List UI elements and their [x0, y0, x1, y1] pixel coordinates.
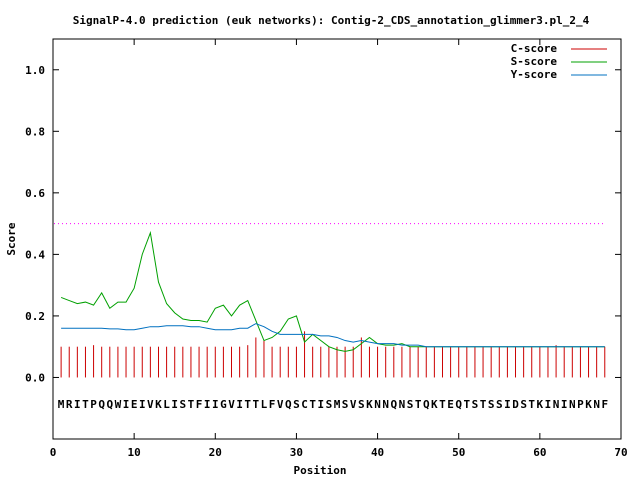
sequence-letter: Q [285, 398, 292, 411]
sequence-letter: T [244, 398, 251, 411]
sequence-letter: N [382, 398, 389, 411]
sequence-letter: S [407, 398, 414, 411]
sequence-letter: I [212, 398, 219, 411]
sequence-letter: T [464, 398, 471, 411]
sequence-letter: S [293, 398, 300, 411]
sequence-letter: S [180, 398, 187, 411]
sequence-letter: I [204, 398, 211, 411]
sequence-letter: T [528, 398, 535, 411]
sequence-letter: N [553, 398, 560, 411]
sequence-letter: P [577, 398, 584, 411]
y-tick-label: 1.0 [25, 64, 45, 77]
sequence-letter: E [447, 398, 454, 411]
sequence-letter: K [366, 398, 373, 411]
sequence-letter: S [326, 398, 333, 411]
sequence-letter: I [171, 398, 178, 411]
sequence-letter: N [399, 398, 406, 411]
sequence-letter: K [155, 398, 162, 411]
x-tick-label: 10 [128, 446, 141, 459]
y-axis-ticks: 0.0 0.2 0.4 0.6 0.8 1.0 [25, 64, 621, 384]
sequence-letter: L [163, 398, 170, 411]
sequence-letter: D [512, 398, 519, 411]
sequence-letter: S [520, 398, 527, 411]
sequence-letter: I [139, 398, 146, 411]
chart-title: SignalP-4.0 prediction (euk networks): C… [73, 14, 590, 27]
sequence-letter: V [147, 398, 154, 411]
x-tick-label: 50 [452, 446, 465, 459]
x-tick-label: 20 [209, 446, 222, 459]
sequence-letter: E [131, 398, 138, 411]
sequence-letter: T [82, 398, 89, 411]
sequence-letter: S [488, 398, 495, 411]
sequence-letter: G [220, 398, 227, 411]
sequence-letter: I [236, 398, 243, 411]
sequence-letter: N [374, 398, 381, 411]
sequence-letter: S [358, 398, 365, 411]
x-tick-label: 30 [290, 446, 303, 459]
sequence-letter: K [431, 398, 438, 411]
sequence-letter: I [74, 398, 81, 411]
sequence-letter: C [301, 398, 308, 411]
y-tick-label: 0.8 [25, 125, 45, 138]
sequence-letter: K [537, 398, 544, 411]
legend: C-score S-score Y-score [511, 42, 607, 81]
sequence-letter: T [253, 398, 260, 411]
legend-label-c-score: C-score [511, 42, 558, 55]
c-score-impulses [60, 331, 606, 378]
sequence-letter: T [439, 398, 446, 411]
s-score-line [60, 230, 605, 352]
x-tick-label: 0 [50, 446, 57, 459]
sequence-letter: S [496, 398, 503, 411]
sequence-letter: P [90, 398, 97, 411]
sequence-letter: K [585, 398, 592, 411]
sequence-letter: V [277, 398, 284, 411]
sequence-letter: V [350, 398, 357, 411]
sequence-letter: N [569, 398, 576, 411]
sequence-letter: V [228, 398, 235, 411]
sequence-letter: F [269, 398, 276, 411]
sequence-letter: M [58, 398, 65, 411]
sequence-letter: I [504, 398, 511, 411]
sequence-letter: S [342, 398, 349, 411]
plot-frame [52, 38, 622, 440]
x-tick-label: 60 [533, 446, 546, 459]
y-tick-label: 0.0 [25, 371, 45, 384]
y-tick-label: 0.2 [25, 310, 45, 323]
sequence-letter: T [480, 398, 487, 411]
sequence-letter: I [561, 398, 568, 411]
sequence-letter: L [261, 398, 268, 411]
x-axis-label: Position [294, 464, 347, 477]
legend-label-y-score: Y-score [511, 68, 558, 81]
sequence-letter: T [309, 398, 316, 411]
sequence-letter: F [601, 398, 608, 411]
sequence-letter: S [472, 398, 479, 411]
sequence-letter: T [188, 398, 195, 411]
sequence-letter: M [334, 398, 341, 411]
sequence-letter: N [593, 398, 600, 411]
x-tick-label: 40 [371, 446, 384, 459]
sequence-letter: Q [106, 398, 113, 411]
sequence-letter: W [115, 398, 122, 411]
sequence-letter: R [66, 398, 73, 411]
y-score-line [61, 323, 605, 348]
legend-label-s-score: S-score [511, 55, 558, 68]
sequence-letter: Q [390, 398, 397, 411]
y-axis-label: Score [5, 222, 18, 255]
sequence-letter: T [415, 398, 422, 411]
y-tick-label: 0.6 [25, 187, 45, 200]
x-axis-ticks: 0 10 20 30 40 50 60 70 [50, 39, 628, 459]
sequence-letter: F [196, 398, 203, 411]
sequence-letter: Q [423, 398, 430, 411]
sequence-letter: Q [455, 398, 462, 411]
sequence-letter: I [123, 398, 130, 411]
sequence-letter: I [545, 398, 552, 411]
sequence-letter: Q [98, 398, 105, 411]
x-tick-label: 70 [614, 446, 627, 459]
y-tick-label: 0.4 [25, 248, 45, 261]
sequence-letter: I [317, 398, 324, 411]
